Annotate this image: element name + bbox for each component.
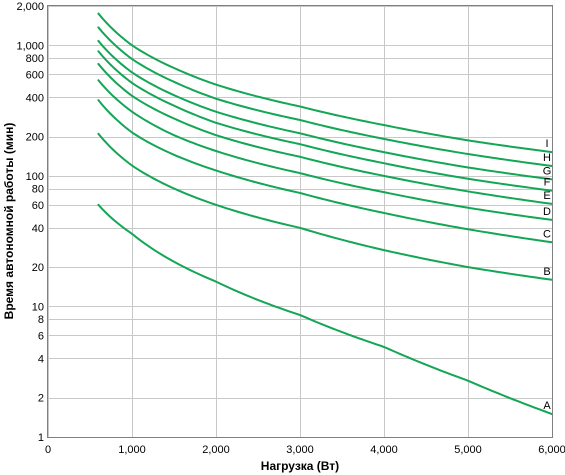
x-axis-title: Нагрузка (Вт) <box>261 459 339 473</box>
series-line-a <box>97 203 553 416</box>
grid <box>48 6 553 438</box>
y-tick-label: 10 <box>32 301 44 313</box>
y-tick-label: 400 <box>26 92 44 104</box>
y-tick-label: 1 <box>38 432 44 444</box>
y-tick-label: 80 <box>32 184 44 196</box>
series-line-f <box>97 50 553 192</box>
series-line-h <box>97 26 553 168</box>
y-axis-title: Время автономной работы (мин) <box>2 123 16 320</box>
y-tick-label: 1,000 <box>16 40 44 52</box>
series-line-d <box>97 79 553 221</box>
y-tick-label: 100 <box>26 171 44 183</box>
series-label-d: D <box>543 206 551 218</box>
series-label-a: A <box>543 400 551 412</box>
y-tick-label: 800 <box>26 53 44 65</box>
series-label-i: I <box>545 138 548 150</box>
series-line-e <box>97 62 553 205</box>
series-label-b: B <box>543 266 550 278</box>
y-tick-label: 600 <box>26 69 44 81</box>
y-tick-label: 200 <box>26 132 44 144</box>
series-line-i <box>97 12 553 154</box>
series-label-g: G <box>543 165 552 177</box>
y-tick-label: 8 <box>38 314 44 326</box>
tick-labels: 0 1,000 2,000 3,000 4,000 5,000 6,000 1 2 4 6 810 20… <box>16 1 565 456</box>
series-label-e: E <box>543 190 550 202</box>
x-tick-label: 6,000 <box>538 444 565 456</box>
plot-frame <box>47 5 553 438</box>
x-tick-label: 1,000 <box>118 444 146 456</box>
series-line-g <box>97 39 553 181</box>
x-tick-label: 5,000 <box>454 444 482 456</box>
y-tick-label: 2,000 <box>16 1 44 13</box>
y-tick-label: 4 <box>38 353 44 365</box>
y-tick-label: 60 <box>32 200 44 212</box>
series-line-b <box>97 132 553 281</box>
x-tick-label: 4,000 <box>370 444 398 456</box>
y-tick-label: 2 <box>38 393 44 405</box>
series-line-c <box>97 99 553 244</box>
series-label-f: F <box>544 177 551 189</box>
x-tick-label: 0 <box>45 444 51 456</box>
series-label-c: C <box>543 228 551 240</box>
series-label-h: H <box>543 152 551 164</box>
x-tick-label: 2,000 <box>202 444 230 456</box>
y-tick-label: 20 <box>32 262 44 274</box>
x-tick-label: 3,000 <box>286 444 314 456</box>
y-tick-label: 6 <box>38 330 44 342</box>
series-lines <box>97 12 553 416</box>
y-tick-label: 40 <box>32 223 44 235</box>
